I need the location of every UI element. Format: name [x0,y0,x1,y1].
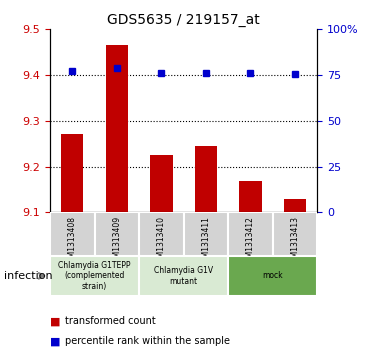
Text: ■: ■ [50,336,60,346]
Text: GSM1313410: GSM1313410 [157,216,166,267]
Bar [284,199,306,212]
Text: transformed count: transformed count [65,316,156,326]
Text: GSM1313411: GSM1313411 [201,216,210,267]
FancyBboxPatch shape [139,256,228,296]
FancyBboxPatch shape [139,212,184,256]
Text: percentile rank within the sample: percentile rank within the sample [65,336,230,346]
Bar [195,146,217,212]
Title: GDS5635 / 219157_at: GDS5635 / 219157_at [107,13,260,26]
FancyBboxPatch shape [50,212,95,256]
Bar [61,134,83,212]
Text: GSM1313412: GSM1313412 [246,216,255,267]
Bar [106,45,128,212]
Text: GSM1313408: GSM1313408 [68,216,77,267]
Text: mock: mock [262,272,283,280]
FancyBboxPatch shape [95,212,139,256]
Text: infection: infection [4,271,52,281]
Bar [150,155,173,212]
FancyBboxPatch shape [50,256,139,296]
Bar [239,181,262,212]
FancyBboxPatch shape [228,212,273,256]
FancyBboxPatch shape [228,256,317,296]
Text: ■: ■ [50,316,60,326]
FancyBboxPatch shape [273,212,317,256]
Text: Chlamydia G1V
mutant: Chlamydia G1V mutant [154,266,213,286]
FancyBboxPatch shape [184,212,228,256]
Text: GSM1313409: GSM1313409 [112,216,121,267]
Text: GSM1313413: GSM1313413 [290,216,299,267]
Text: Chlamydia G1TEPP
(complemented
strain): Chlamydia G1TEPP (complemented strain) [58,261,131,291]
